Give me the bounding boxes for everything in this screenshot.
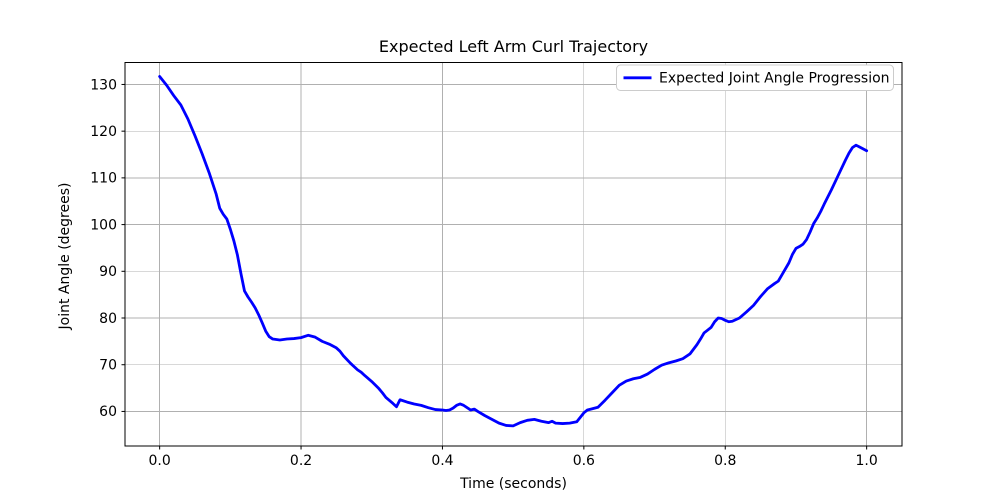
x-tick-label: 0.8 — [714, 453, 736, 469]
y-tick-label: 90 — [99, 264, 117, 280]
grid — [125, 62, 902, 446]
plot-border — [124, 62, 903, 447]
legend-box — [616, 64, 894, 91]
y-tick-label: 130 — [90, 77, 117, 93]
legend-label: Expected Joint Angle Progression — [659, 71, 890, 87]
x-tick-label: 0.0 — [149, 453, 171, 469]
chart-title: Expected Left Arm Curl Trajectory — [379, 37, 648, 56]
y-axis-label: Joint Angle (degrees) — [57, 183, 73, 331]
y-tick-label: 70 — [99, 358, 117, 374]
y-tick-label: 80 — [99, 311, 117, 327]
y-tick-label: 110 — [90, 171, 117, 187]
x-tick-label: 0.6 — [573, 453, 595, 469]
y-tick-label: 100 — [90, 217, 117, 233]
x-axis-label: Time (seconds) — [459, 476, 567, 492]
y-tick-label: 120 — [90, 124, 117, 140]
legend: Expected Joint Angle Progression — [616, 64, 894, 91]
x-tick-label: 0.4 — [431, 453, 453, 469]
trajectory-line — [158, 75, 869, 428]
x-tick-label: 0.2 — [290, 453, 312, 469]
axis-ticks: 0.0 0.2 0.4 0.6 0.8 1.0 60 70 80 90 100 110 120 130 — [90, 77, 878, 469]
x-tick-label: 1.0 — [856, 453, 878, 469]
y-tick-label: 60 — [99, 404, 117, 420]
series-layer — [158, 75, 869, 428]
